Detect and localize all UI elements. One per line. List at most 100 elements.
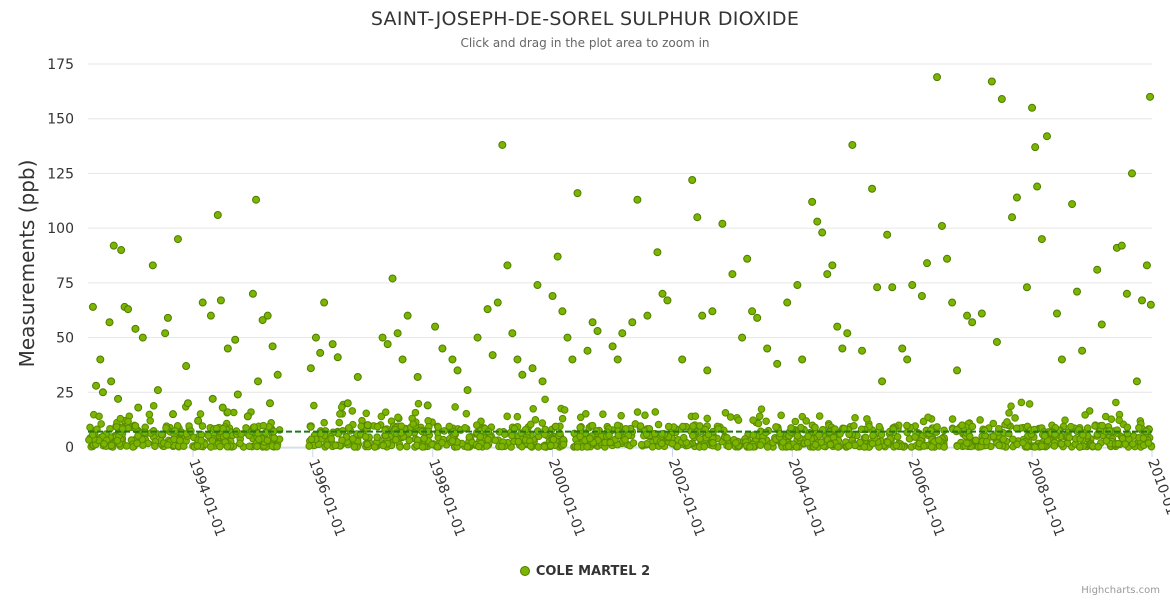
data-point[interactable] — [431, 322, 440, 331]
data-point[interactable] — [88, 302, 97, 311]
data-point[interactable] — [848, 140, 857, 149]
data-point[interactable] — [908, 281, 917, 290]
data-point[interactable] — [698, 311, 707, 320]
data-point[interactable] — [258, 316, 267, 325]
data-point[interactable] — [1052, 309, 1061, 318]
data-point[interactable] — [608, 342, 617, 351]
data-point[interactable] — [169, 410, 178, 419]
data-point[interactable] — [498, 140, 507, 149]
data-point[interactable] — [943, 254, 952, 263]
data-point[interactable] — [463, 386, 472, 395]
data-point[interactable] — [898, 344, 907, 353]
data-point[interactable] — [748, 307, 757, 316]
data-point[interactable] — [558, 307, 567, 316]
data-point[interactable] — [1073, 287, 1082, 296]
data-point[interactable] — [438, 344, 447, 353]
data-point[interactable] — [183, 399, 192, 408]
data-point[interactable] — [98, 388, 107, 397]
data-point[interactable] — [306, 364, 315, 373]
data-point[interactable] — [533, 281, 542, 290]
data-point[interactable] — [1033, 182, 1042, 191]
data-point[interactable] — [333, 353, 342, 362]
data-point[interactable] — [107, 377, 116, 386]
data-point[interactable] — [1037, 235, 1046, 244]
data-point[interactable] — [933, 73, 942, 82]
data-point[interactable] — [588, 318, 597, 327]
data-point[interactable] — [948, 298, 957, 307]
data-point[interactable] — [963, 311, 972, 320]
data-point[interactable] — [311, 333, 320, 342]
data-point[interactable] — [553, 252, 562, 261]
data-point[interactable] — [448, 355, 457, 364]
data-point[interactable] — [548, 291, 557, 300]
data-point[interactable] — [773, 359, 782, 368]
data-point[interactable] — [353, 372, 362, 381]
data-point[interactable] — [1117, 241, 1126, 250]
data-point[interactable] — [728, 270, 737, 279]
data-point[interactable] — [618, 329, 627, 338]
data-point[interactable] — [688, 175, 697, 184]
data-point[interactable] — [568, 355, 577, 364]
data-point[interactable] — [194, 416, 203, 425]
data-point[interactable] — [968, 318, 977, 327]
data-point[interactable] — [753, 313, 762, 322]
data-point[interactable] — [208, 394, 217, 403]
data-point[interactable] — [828, 261, 837, 270]
data-point[interactable] — [1028, 103, 1037, 112]
data-point[interactable] — [573, 189, 582, 198]
data-point[interactable] — [182, 362, 191, 371]
data-point[interactable] — [1097, 320, 1106, 329]
data-point[interactable] — [923, 259, 932, 268]
data-point[interactable] — [378, 333, 387, 342]
data-point[interactable] — [992, 337, 1001, 346]
data-point[interactable] — [105, 318, 114, 327]
data-point[interactable] — [216, 296, 225, 305]
data-point[interactable] — [1132, 377, 1141, 386]
data-point[interactable] — [161, 329, 170, 338]
legend[interactable]: COLE MARTEL 2 — [0, 564, 1170, 579]
data-point[interactable] — [223, 344, 232, 353]
data-point[interactable] — [538, 377, 547, 386]
data-point[interactable] — [738, 333, 747, 342]
data-point[interactable] — [613, 355, 622, 364]
data-point[interactable] — [248, 289, 257, 298]
data-point[interactable] — [528, 364, 537, 373]
data-point[interactable] — [813, 217, 822, 226]
data-point[interactable] — [838, 344, 847, 353]
data-point[interactable] — [1142, 261, 1151, 270]
data-point[interactable] — [198, 298, 207, 307]
data-point[interactable] — [328, 340, 337, 349]
data-point[interactable] — [268, 342, 277, 351]
data-point[interactable] — [703, 366, 712, 375]
data-point[interactable] — [488, 351, 497, 360]
data-point[interactable] — [1008, 213, 1017, 222]
data-point[interactable] — [643, 311, 652, 320]
data-point[interactable] — [117, 246, 126, 255]
data-point[interactable] — [997, 95, 1006, 104]
data-point[interactable] — [823, 270, 832, 279]
data-point[interactable] — [383, 340, 392, 349]
data-point[interactable] — [316, 348, 325, 357]
data-point[interactable] — [718, 219, 727, 228]
data-point[interactable] — [206, 311, 215, 320]
data-point[interactable] — [678, 355, 687, 364]
data-point[interactable] — [413, 372, 422, 381]
data-point[interactable] — [633, 195, 642, 204]
data-point[interactable] — [793, 281, 802, 290]
data-point[interactable] — [1078, 346, 1087, 355]
data-point[interactable] — [708, 307, 717, 316]
data-point[interactable] — [453, 366, 462, 375]
data-point[interactable] — [653, 248, 662, 257]
data-point[interactable] — [403, 311, 412, 320]
data-point[interactable] — [987, 77, 996, 86]
data-point[interactable] — [363, 421, 372, 430]
data-point[interactable] — [743, 254, 752, 263]
data-point[interactable] — [563, 333, 572, 342]
data-point[interactable] — [883, 230, 892, 239]
data-point[interactable] — [873, 283, 882, 292]
data-point[interactable] — [1042, 132, 1051, 141]
data-point[interactable] — [114, 394, 123, 403]
data-point[interactable] — [518, 370, 527, 379]
data-point[interactable] — [508, 329, 517, 338]
data-point[interactable] — [663, 296, 672, 305]
